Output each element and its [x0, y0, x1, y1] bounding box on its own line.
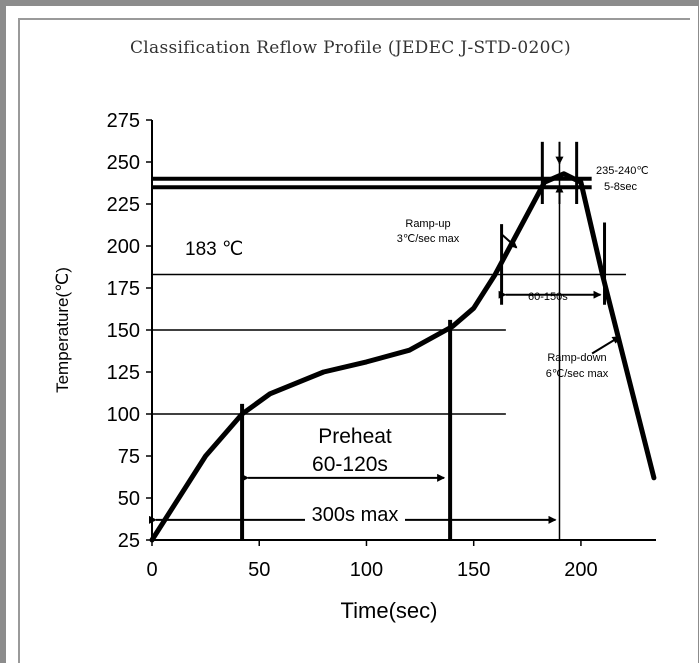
y-tick-label: 200: [107, 236, 140, 258]
y-tick-label: 150: [107, 320, 140, 342]
x-tick-label: 150: [457, 559, 490, 581]
y-tick-label: 25: [118, 530, 140, 552]
x-tick-label: 0: [146, 559, 157, 581]
y-axis-label: Temperature(℃): [53, 267, 72, 393]
frame-border-left: [0, 0, 6, 663]
ramp-down-rate-label: 6℃/sec max: [546, 368, 609, 380]
y-tick-label: 75: [118, 446, 140, 468]
y-tick-label: 50: [118, 488, 140, 510]
peak-time-label: 5-8sec: [604, 181, 638, 193]
frame-border-top: [0, 0, 699, 6]
tal-label: 60-150s: [528, 291, 568, 303]
y-tick-label: 225: [107, 194, 140, 216]
total-time-label-bg: [305, 503, 405, 525]
x-axis-label: Time(sec): [341, 598, 438, 623]
ramp-up-label: Ramp-up: [405, 218, 450, 230]
x-tick-label: 50: [248, 559, 270, 581]
y-tick-label: 250: [107, 152, 140, 174]
preheat-label: Preheat: [318, 425, 392, 448]
ramp-up-pointer: [500, 233, 518, 249]
ramp-down-pointer: [591, 335, 621, 355]
liquidus-label: 183 ℃: [185, 239, 243, 260]
preheat-duration-label: 60-120s: [312, 453, 388, 476]
y-tick-label: 175: [107, 278, 140, 300]
ramp-up-rate-label: 3℃/sec max: [397, 233, 460, 245]
total-time-label: 300s max: [312, 504, 399, 526]
y-tick-label: 275: [107, 110, 140, 132]
chart-title: Classification Reflow Profile (JEDEC J-S…: [130, 38, 571, 58]
peak-temp-label: 235-240℃: [596, 165, 649, 177]
chart-panel: [18, 18, 690, 663]
ramp-down-label: Ramp-down: [547, 352, 606, 364]
y-tick-label: 100: [107, 404, 140, 426]
x-tick-label: 100: [350, 559, 383, 581]
x-tick-label: 200: [564, 559, 597, 581]
y-tick-label: 125: [107, 362, 140, 384]
